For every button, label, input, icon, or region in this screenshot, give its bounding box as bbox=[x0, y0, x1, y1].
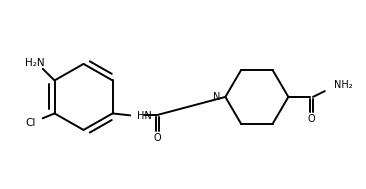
Text: N: N bbox=[213, 92, 220, 102]
Text: O: O bbox=[308, 114, 315, 124]
Text: Cl: Cl bbox=[26, 118, 36, 128]
Text: H₂N: H₂N bbox=[25, 58, 45, 68]
Text: HN: HN bbox=[137, 111, 152, 121]
Text: O: O bbox=[153, 133, 161, 143]
Text: NH₂: NH₂ bbox=[334, 80, 352, 90]
